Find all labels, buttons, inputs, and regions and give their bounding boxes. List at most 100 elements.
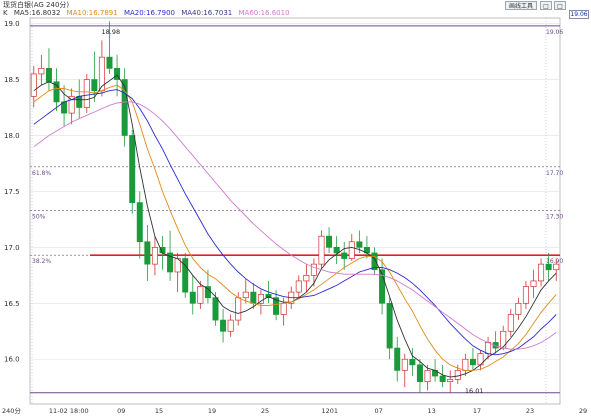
ma-line-ma60	[33, 101, 557, 350]
ma-line-ma10	[33, 84, 557, 371]
candle-body	[303, 274, 310, 282]
x-tick-label: 1201	[322, 407, 339, 415]
candle-body	[500, 330, 507, 349]
last-price-box: 19.06	[569, 10, 589, 19]
candle-body	[235, 297, 242, 321]
candle-body	[280, 302, 287, 315]
candle-body	[91, 79, 98, 92]
ma-line-ma5	[33, 74, 557, 378]
fib-level-label: 61.8%	[32, 170, 51, 177]
candle-body	[439, 375, 446, 382]
candle-body	[530, 280, 537, 287]
candle-body	[545, 263, 552, 271]
x-tick-label: 17	[473, 407, 481, 415]
candle-body	[212, 297, 219, 321]
fib-level-label: 50%	[32, 213, 46, 220]
candle-body	[492, 342, 499, 349]
candle-body	[553, 263, 560, 271]
candle-body	[106, 56, 113, 69]
y-tick-label: 17.5	[4, 188, 20, 196]
candle-body	[409, 358, 416, 366]
candle-body	[45, 67, 52, 83]
x-tick-label: 13	[428, 407, 436, 415]
candle-body	[250, 291, 257, 304]
candle-body	[30, 73, 37, 97]
y-tick-label: 18.5	[4, 76, 20, 84]
candle-body	[522, 286, 529, 304]
candle-body	[310, 263, 317, 276]
x-tick-label: 240分	[2, 406, 21, 415]
candle-body	[144, 241, 151, 265]
x-tick-label: 09	[117, 407, 125, 415]
y-tick-label: 19.0	[4, 20, 20, 28]
candle-body	[121, 79, 128, 136]
candle-body	[394, 347, 401, 371]
drawing-tools-button[interactable]: 画线工具	[505, 1, 537, 10]
candle-body	[371, 252, 378, 271]
candle-body	[348, 241, 355, 259]
candle-body	[515, 302, 522, 315]
candle-body	[447, 379, 454, 382]
x-tick-label: 07	[375, 407, 383, 415]
candle-body	[424, 370, 431, 382]
candle-body	[485, 342, 492, 355]
price-annotation: 16.01	[465, 387, 484, 395]
chart-title: 现货白银(AG 240分)	[3, 1, 70, 9]
fib-right-label: 16.90	[546, 258, 563, 265]
candle-body	[151, 247, 158, 265]
price-annotation: 18.98	[102, 28, 121, 36]
candle-body	[386, 302, 393, 349]
candle-body	[197, 286, 204, 304]
legend-prefix: K	[3, 9, 8, 17]
candle-body	[273, 297, 280, 315]
candle-body	[189, 291, 196, 304]
candle-body	[341, 252, 348, 259]
candle-body	[76, 95, 83, 108]
candle-body	[507, 314, 514, 332]
candle-body	[38, 67, 45, 75]
candle-body	[469, 358, 476, 366]
candle-body	[257, 294, 264, 304]
candle-body	[129, 135, 136, 203]
candle-body	[227, 319, 234, 332]
candle-body	[83, 79, 90, 108]
candle-body	[454, 370, 461, 380]
window-button-2[interactable]: □	[554, 1, 566, 10]
candle-body	[114, 67, 121, 80]
candle-body	[416, 364, 423, 382]
candle-body	[538, 263, 545, 282]
window-button-1[interactable]: □	[540, 1, 552, 10]
x-tick-label: 23	[526, 407, 534, 415]
candle-body	[462, 358, 469, 371]
candle-body	[333, 247, 340, 254]
candle-body	[318, 235, 325, 265]
candle-body	[356, 241, 363, 248]
ma-legend: K MA5:16.8032 MA10:16.7891 MA20:16.7900 …	[3, 9, 294, 17]
fib-level-label: 38.2%	[32, 258, 51, 265]
x-tick-label: 25	[261, 407, 269, 415]
x-tick-label: 15	[155, 407, 163, 415]
candle-body	[182, 258, 189, 293]
candle-body	[242, 291, 249, 299]
legend-ma10: MA10:16.7891	[66, 9, 118, 17]
fib-right-label: 17.70	[546, 170, 563, 177]
candle-body	[136, 202, 143, 243]
candle-body	[379, 269, 386, 304]
x-tick-label: 11-02 18:00	[49, 407, 89, 415]
fib-right-label: 19.06	[546, 29, 563, 36]
y-tick-label: 16.5	[4, 300, 20, 308]
candle-body	[326, 235, 333, 248]
y-tick-label: 16.0	[4, 356, 20, 364]
fib-right-label: 17.30	[546, 213, 563, 220]
candle-body	[295, 280, 302, 293]
ma-line-ma20	[33, 89, 557, 356]
x-tick-label: 29	[579, 407, 587, 415]
candle-body	[53, 81, 60, 103]
candle-body	[401, 358, 408, 371]
legend-ma40: MA40:16.7031	[181, 9, 233, 17]
candle-body	[265, 294, 272, 299]
y-tick-label: 17.0	[4, 244, 20, 252]
legend-ma60: MA60:16.6010	[238, 9, 290, 17]
candle-body	[167, 252, 174, 273]
